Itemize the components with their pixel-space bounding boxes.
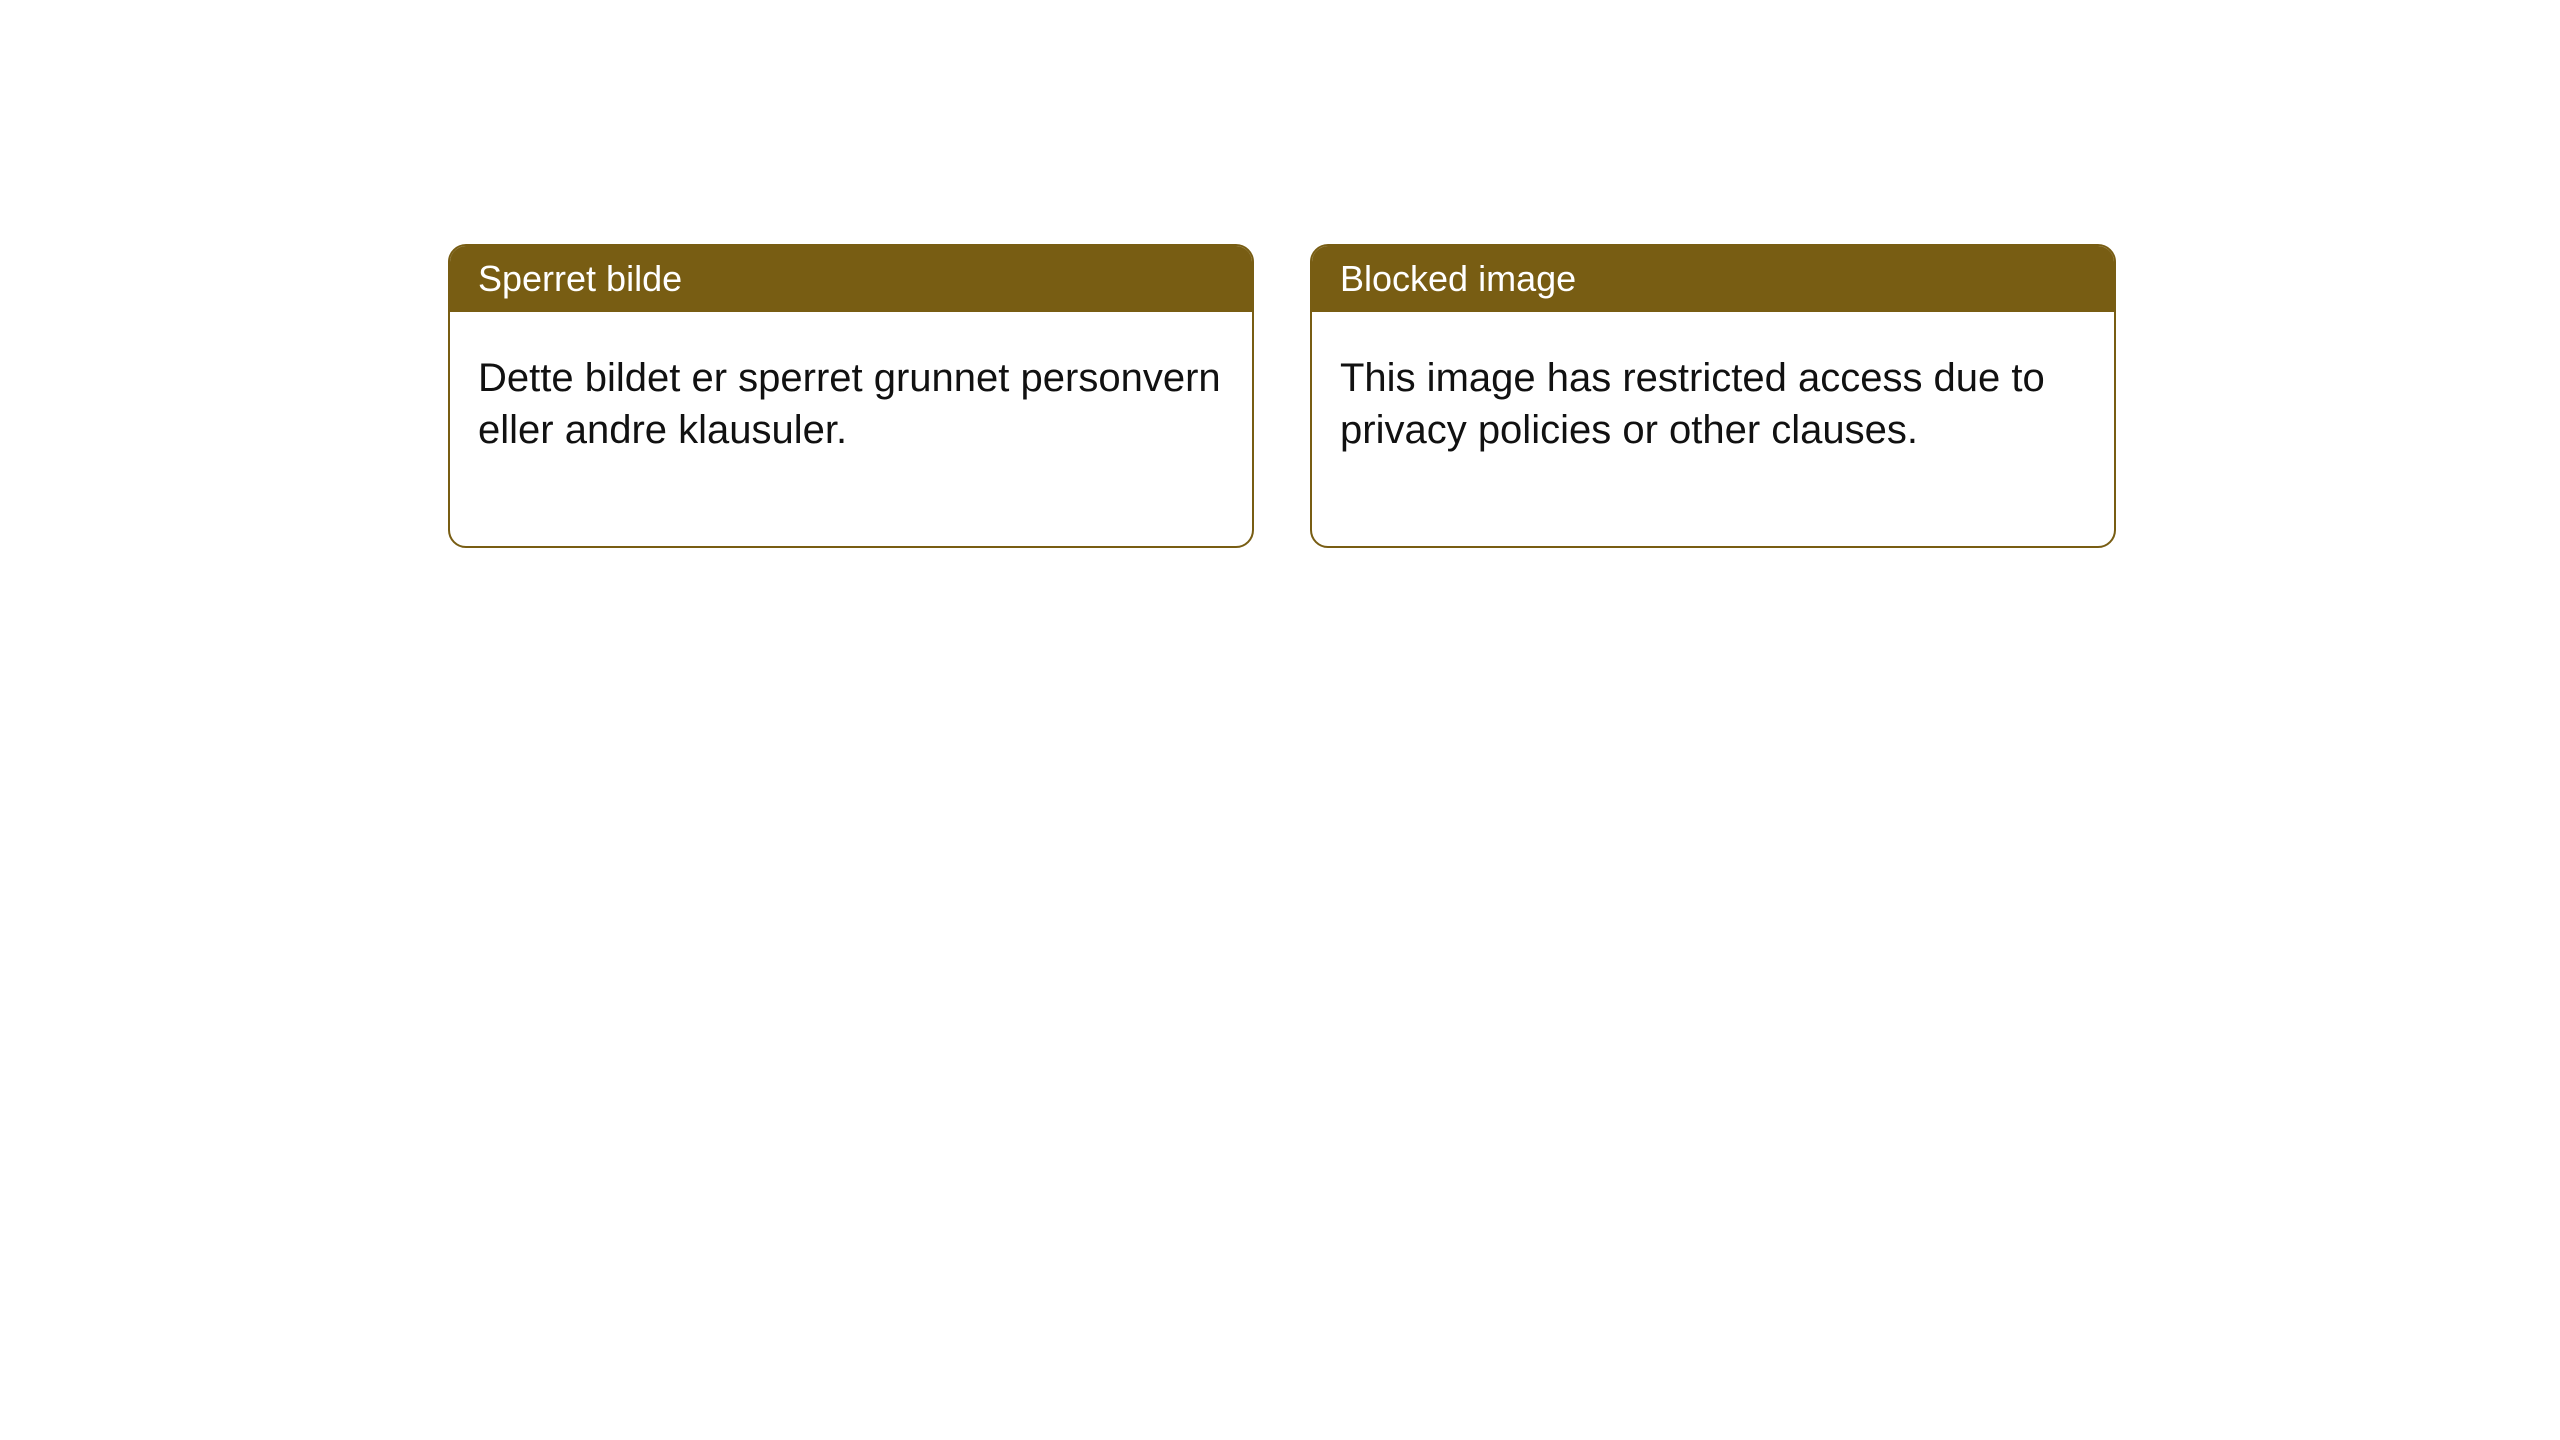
notice-title: Sperret bilde	[478, 258, 682, 299]
notice-message: This image has restricted access due to …	[1340, 356, 2045, 452]
notice-title: Blocked image	[1340, 258, 1576, 299]
notice-body: This image has restricted access due to …	[1312, 312, 2114, 546]
notice-container: Sperret bilde Dette bildet er sperret gr…	[448, 244, 2116, 548]
notice-header: Blocked image	[1312, 246, 2114, 312]
notice-header: Sperret bilde	[450, 246, 1252, 312]
notice-card-english: Blocked image This image has restricted …	[1310, 244, 2116, 548]
notice-body: Dette bildet er sperret grunnet personve…	[450, 312, 1252, 546]
notice-card-norwegian: Sperret bilde Dette bildet er sperret gr…	[448, 244, 1254, 548]
notice-message: Dette bildet er sperret grunnet personve…	[478, 356, 1221, 452]
